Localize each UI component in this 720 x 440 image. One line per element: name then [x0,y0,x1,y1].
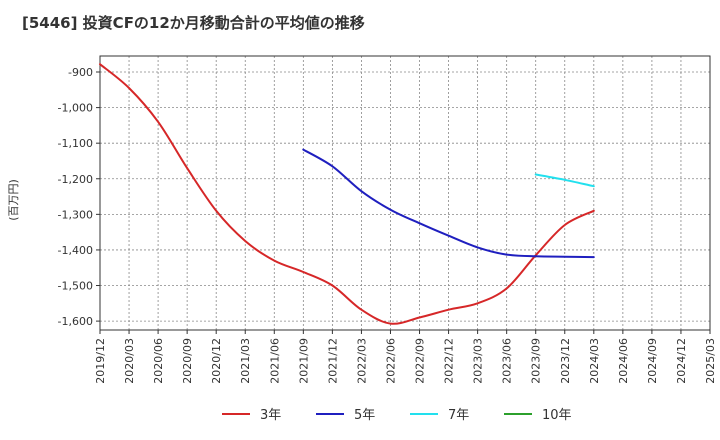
y-tick-label: -900 [68,66,93,79]
x-tick-label: 2022/12 [443,338,456,384]
axes: -900 -1,000 -1,100 -1,200 -1,300 -1,400 -1,500… [58,55,717,384]
legend-label-1: 5年 [354,408,375,423]
y-tick-label: -1,200 [58,173,93,186]
series-line-2 [534,173,595,188]
series-line-0 [99,63,595,325]
y-tick-label: -1,100 [58,137,93,150]
x-tick-label: 2023/12 [559,338,572,384]
x-tick-label: 2020/03 [123,338,136,384]
plot-frame [99,55,711,331]
y-tick-label: -1,300 [58,208,93,221]
x-tick-label: 2021/09 [297,338,310,384]
x-tick-label: 2024/03 [588,338,601,384]
x-tick-label: 2022/06 [384,338,397,384]
x-tick-label: 2023/03 [472,338,485,384]
legend-label-3: 10年 [542,408,572,423]
x-tick-label: 2024/12 [675,338,688,384]
series-lines [99,63,595,325]
legend-label-2: 7年 [448,408,469,423]
legend: 3年 5年 7年 10年 [222,408,572,423]
series-line-1 [302,148,595,259]
y-axis-label: (百万円) [7,179,20,221]
x-tick-label: 2023/09 [530,338,543,384]
chart-title: [5446] 投資CFの12か月移動合計の平均値の推移 [22,14,365,32]
x-tick-label: 2021/12 [326,338,339,384]
x-tick-label: 2020/06 [152,338,165,384]
y-tick-label: -1,000 [58,102,93,115]
x-tick-label: 2022/03 [355,338,368,384]
y-tick-label: -1,400 [58,244,93,257]
x-tick-label: 2025/03 [704,338,717,384]
x-tick-label: 2023/06 [501,338,514,384]
y-tick-label: -1,600 [58,315,93,328]
x-tick-label: 2019/12 [94,338,107,384]
grid [99,56,711,330]
x-tick-label: 2020/09 [181,338,194,384]
x-tick-label: 2022/09 [414,338,427,384]
x-tick-label: 2024/09 [646,338,659,384]
x-tick-label: 2021/03 [239,338,252,384]
x-tick-label: 2024/06 [617,338,630,384]
x-tick-label: 2020/12 [210,338,223,384]
y-tick-label: -1,500 [58,280,93,293]
x-tick-label: 2021/06 [268,338,281,384]
legend-label-0: 3年 [260,408,281,423]
